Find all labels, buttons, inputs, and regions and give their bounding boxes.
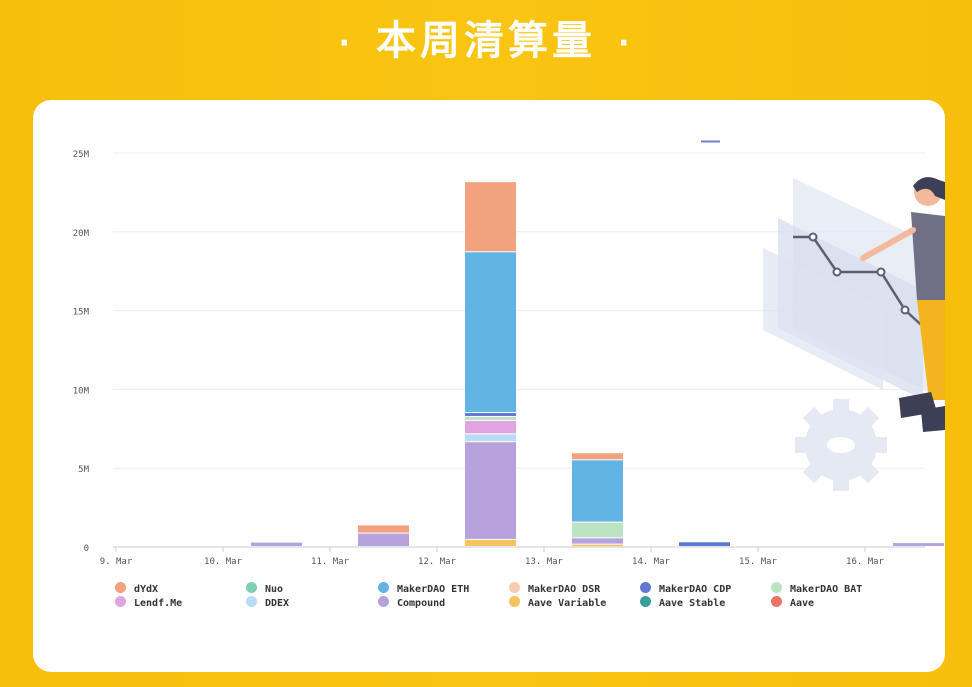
x-axis-ticks: 9. Mar 10. Mar 11. Mar 12. Mar 13. Mar 14. Ma… [100,547,885,567]
x-tick-label: 11. Mar [311,557,350,567]
title-dot-left: · [338,25,354,61]
x-tick-label: 16. Mar [846,557,885,567]
y-tick-label: 25M [73,150,90,160]
bar-segment[interactable] [465,413,516,416]
x-tick-label: 15. Mar [739,557,778,567]
bars [251,182,944,547]
legend-label: DDEX [265,598,290,609]
y-tick-label: 15M [73,308,90,318]
legend-item[interactable]: Nuo [246,582,283,595]
bar-segment[interactable] [465,420,516,434]
y-tick-label: 10M [73,386,90,396]
bar-segment[interactable] [572,544,623,547]
legend-swatch [378,596,389,607]
title-text: 本周清算量 [376,18,596,64]
legend-label: MakerDAO BAT [790,584,863,595]
gear-icon [795,399,887,491]
legend-label: MakerDAO CDP [659,584,732,595]
bar-segment[interactable] [679,542,730,546]
legend-item[interactable]: dYdX [115,582,158,595]
legend-item[interactable]: DDEX [246,596,289,609]
legend-swatch [115,596,126,607]
bar-segment[interactable] [465,252,516,413]
legend-swatch [115,582,126,593]
bar-segment[interactable] [358,533,409,546]
bar-segment[interactable] [358,525,409,533]
bar-segment[interactable] [893,543,944,546]
legend-item[interactable]: Aave Stable [640,596,725,609]
legend-label: Lendf.Me [134,598,183,609]
legend-item[interactable]: MakerDAO CDP [640,582,731,595]
legend-label: MakerDAO DSR [528,584,601,595]
legend-swatch [640,582,651,593]
x-tick-label: 10. Mar [204,557,243,567]
bar-segment[interactable] [572,538,623,544]
page-title: · 本周清算量 · [0,8,972,66]
y-tick-label: 0 [84,544,89,554]
y-tick-label: 5M [78,465,89,475]
legend-swatch [246,582,257,593]
legend-label: Aave Stable [659,598,726,609]
legend-label: Aave [790,598,815,609]
y-tick-label: 20M [73,229,90,239]
stacked-bar-chart: 0 5M 10M 15M 20M 25M 9. Mar 10. Mar 11. Mar 12. … [73,140,945,567]
legend-label: dYdX [134,584,159,595]
legend-swatch [246,596,257,607]
x-tick-label: 14. Mar [632,557,671,567]
legend-swatch [640,596,651,607]
legend-swatch [771,596,782,607]
legend-swatch [509,582,520,593]
title-dot-right: · [618,25,634,61]
person-presenting-chart-icon [763,177,945,432]
bar-segment[interactable] [572,460,623,522]
bar-segment[interactable] [465,182,516,252]
bar-segment[interactable] [465,539,516,546]
bar-segment[interactable] [465,434,516,442]
y-axis-ticks: 0 5M 10M 15M 20M 25M [73,150,90,554]
legend-item[interactable]: Lendf.Me [115,596,182,609]
legend-swatch [378,582,389,593]
legend-label: MakerDAO ETH [397,584,470,595]
legend-swatch [509,596,520,607]
legend-label: Aave Variable [528,598,607,609]
bar-segment[interactable] [572,453,623,460]
legend-swatch [771,582,782,593]
x-tick-label: 13. Mar [525,557,564,567]
legend-item[interactable]: Aave [771,596,814,609]
grid-lines [113,152,925,548]
bar-segment[interactable] [251,542,302,546]
x-tick-label: 9. Mar [100,557,133,567]
legend-item[interactable]: MakerDAO ETH [378,582,469,595]
legend-item[interactable]: Aave Variable [509,596,606,609]
x-tick-label: 12. Mar [418,557,457,567]
legend-item[interactable]: MakerDAO BAT [771,582,862,595]
bar-segment[interactable] [465,416,516,420]
legend-item[interactable]: Compound [378,596,445,609]
bar-segment[interactable] [465,442,516,539]
bar-segment[interactable] [572,522,623,538]
legend-label: Nuo [265,584,284,595]
legend-item[interactable]: MakerDAO DSR [509,582,600,595]
legend-label: Compound [397,598,446,609]
chart-card: 0 5M 10M 15M 20M 25M 9. Mar 10. Mar 11. Mar 12. … [33,100,945,672]
